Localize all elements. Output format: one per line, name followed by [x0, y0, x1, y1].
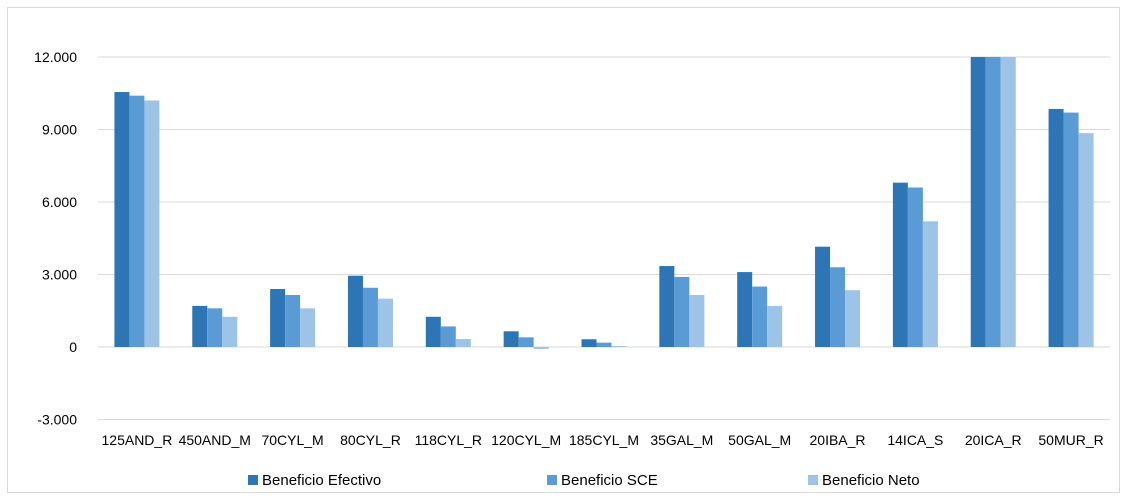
x-tick-label: 50GAL_M	[728, 432, 791, 448]
bar	[222, 316, 238, 347]
legend-swatch	[547, 475, 557, 485]
bar	[129, 95, 145, 348]
bar	[533, 347, 549, 349]
bar	[611, 346, 627, 347]
bar	[347, 275, 363, 347]
y-tick-label: 6.000	[42, 194, 77, 210]
legend-swatch	[248, 475, 258, 485]
legend-label: Beneficio Efectivo	[262, 472, 381, 489]
x-tick-label: 125AND_R	[102, 432, 173, 448]
bar	[518, 337, 534, 347]
bar	[207, 308, 223, 347]
bar	[830, 267, 846, 347]
bar	[970, 57, 986, 347]
bar	[114, 92, 130, 348]
x-tick-label: 185CYL_M	[569, 432, 639, 448]
legend: Beneficio Efectivo Beneficio SCE Beneficio…	[248, 472, 920, 489]
x-tick-label: 50MUR_R	[1038, 432, 1103, 448]
bar	[440, 326, 456, 347]
x-tick-label: 450AND_M	[179, 432, 251, 448]
x-tick-label: 80CYL_R	[340, 432, 401, 448]
x-tick-label: 20IBA_R	[810, 432, 866, 448]
bar	[1078, 133, 1094, 347]
x-tick-label: 35GAL_M	[650, 432, 713, 448]
bar	[581, 339, 597, 347]
x-tick-label: 118CYL_R	[415, 432, 482, 448]
bar	[922, 221, 938, 347]
bar	[455, 339, 471, 347]
bar	[907, 187, 923, 347]
bar	[737, 272, 753, 347]
bar	[659, 266, 675, 347]
bar	[285, 295, 301, 347]
bar	[815, 246, 831, 347]
bar	[845, 290, 861, 347]
legend-swatch	[808, 475, 818, 485]
legend-label: Beneficio Neto	[822, 472, 920, 489]
bar	[300, 308, 316, 347]
bar	[689, 295, 705, 347]
bar	[144, 100, 160, 347]
chart-area: -3.000 0 3.000 6.000 9.000 12.000 125AND_R 450…	[7, 7, 1120, 493]
bar	[362, 287, 378, 347]
bar	[892, 182, 908, 347]
bar	[270, 289, 286, 347]
bar	[985, 57, 1001, 347]
bar	[767, 305, 783, 347]
y-tick-label: -3.000	[37, 412, 77, 428]
x-tick-label: 70CYL_M	[261, 432, 323, 448]
bar	[1063, 112, 1079, 347]
y-tick-label: 9.000	[42, 122, 77, 138]
x-axis: 125AND_R 450AND_M 70CYL_M 80CYL_R 118CYL_R 12…	[102, 432, 1104, 448]
bar	[674, 276, 690, 347]
y-axis: -3.000 0 3.000 6.000 9.000 12.000	[34, 49, 77, 428]
x-tick-label: 20ICA_R	[965, 432, 1022, 448]
gridlines	[98, 56, 1110, 420]
y-tick-label: 0	[69, 339, 77, 355]
bar-chart: -3.000 0 3.000 6.000 9.000 12.000 125AND_R 450…	[34, 49, 1110, 489]
bar	[503, 331, 519, 347]
bar	[596, 342, 612, 347]
bar	[1000, 57, 1016, 347]
x-tick-label: 120CYL_M	[491, 432, 561, 448]
legend-label: Beneficio SCE	[561, 472, 658, 489]
bars	[114, 57, 1094, 349]
bar	[192, 305, 208, 347]
y-tick-label: 3.000	[42, 267, 77, 283]
bar	[752, 286, 768, 347]
y-tick-label: 12.000	[34, 49, 77, 65]
x-tick-label: 14ICA_S	[887, 432, 943, 448]
bar	[425, 316, 441, 347]
bar	[1048, 108, 1064, 347]
bar	[377, 298, 393, 347]
